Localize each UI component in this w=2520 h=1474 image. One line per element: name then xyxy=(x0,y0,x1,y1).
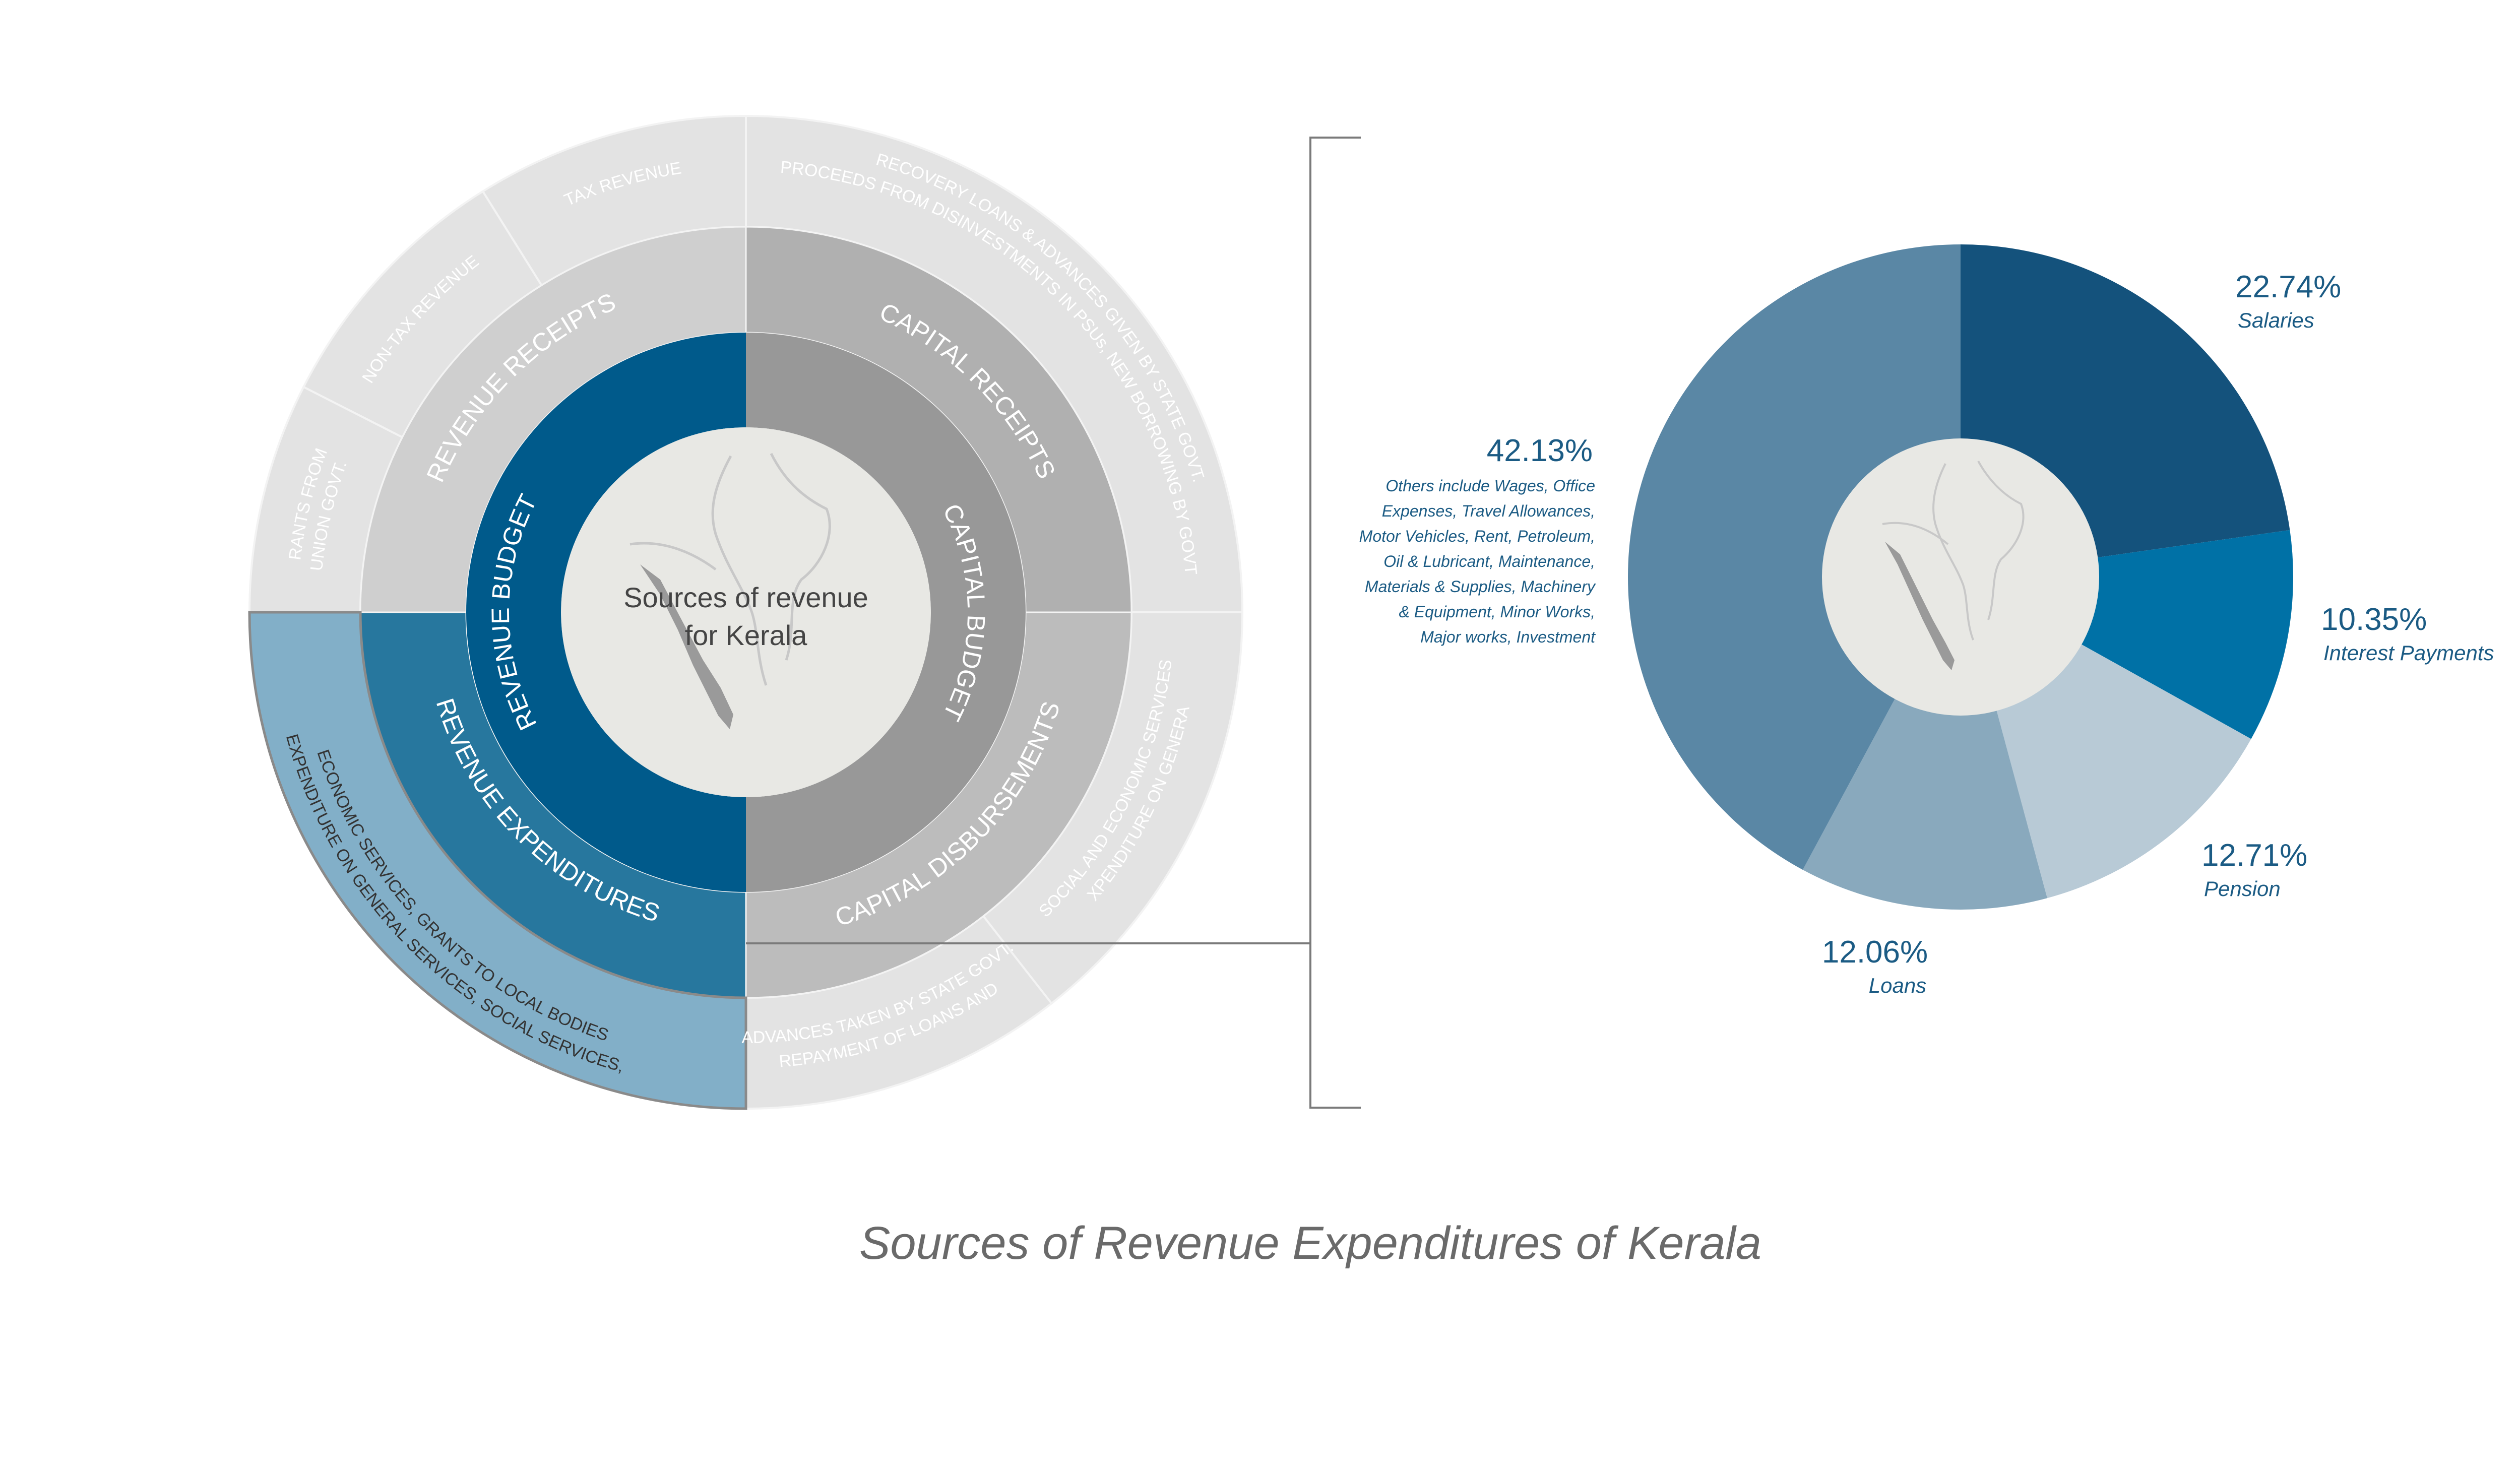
inner-revenue-budget-segment xyxy=(466,333,746,892)
connector-bracket xyxy=(746,137,1361,1109)
pie-labels: 22.74% Salaries 10.35% Interest Payments 12.… xyxy=(1359,270,2494,997)
sunburst-center-disc xyxy=(561,427,931,797)
pie-slice-others xyxy=(1628,244,1961,870)
pie-category-label-salaries: Salaries xyxy=(2238,308,2314,332)
pie-category-label-loans: Loans xyxy=(1869,974,1926,997)
pie-value-label-others: 42.13% xyxy=(1487,433,1593,468)
sunburst-center: Sources of revenue for Kerala xyxy=(561,427,931,797)
kerala-map-icon xyxy=(629,453,831,729)
others-note-line: Major works, Investment xyxy=(1420,628,1596,646)
pie-center xyxy=(1822,438,2099,716)
others-note-line: Motor Vehicles, Rent, Petroleum, xyxy=(1359,527,1595,545)
pie-category-label-pension: Pension xyxy=(2204,877,2281,901)
bracket-line xyxy=(1309,137,1361,1108)
others-note-line: Oil & Lubricant, Maintenance, xyxy=(1383,552,1595,570)
others-note-line: Others include Wages, Office xyxy=(1385,477,1595,495)
center-label-line-1: Sources of revenue xyxy=(623,582,868,613)
pie-value-label-pension: 12.71% xyxy=(2201,838,2307,873)
pie-slice-loans xyxy=(1802,577,2047,910)
pie-chart xyxy=(1628,244,2294,910)
others-note-line: Expenses, Travel Allowances, xyxy=(1382,502,1595,520)
chart-title: Sources of Revenue Expenditures of Keral… xyxy=(859,1217,1761,1269)
pie-category-label-interest-payments: Interest Payments xyxy=(2323,641,2494,665)
center-label-line-2: for Kerala xyxy=(685,619,808,651)
pie-value-label-salaries: 22.74% xyxy=(2235,270,2341,304)
others-note-line: Materials & Supplies, Machinery xyxy=(1365,578,1596,596)
pie-value-label-interest-payments: 10.35% xyxy=(2321,602,2427,637)
inner-capital-budget-segment xyxy=(746,333,1026,892)
pie-kerala-map-icon xyxy=(1882,461,2025,670)
pie-value-label-loans: 12.06% xyxy=(1822,935,1928,970)
outer-revenue-exp-outline xyxy=(248,611,747,1110)
others-note-line: & Equipment, Minor Works, xyxy=(1399,603,1595,621)
